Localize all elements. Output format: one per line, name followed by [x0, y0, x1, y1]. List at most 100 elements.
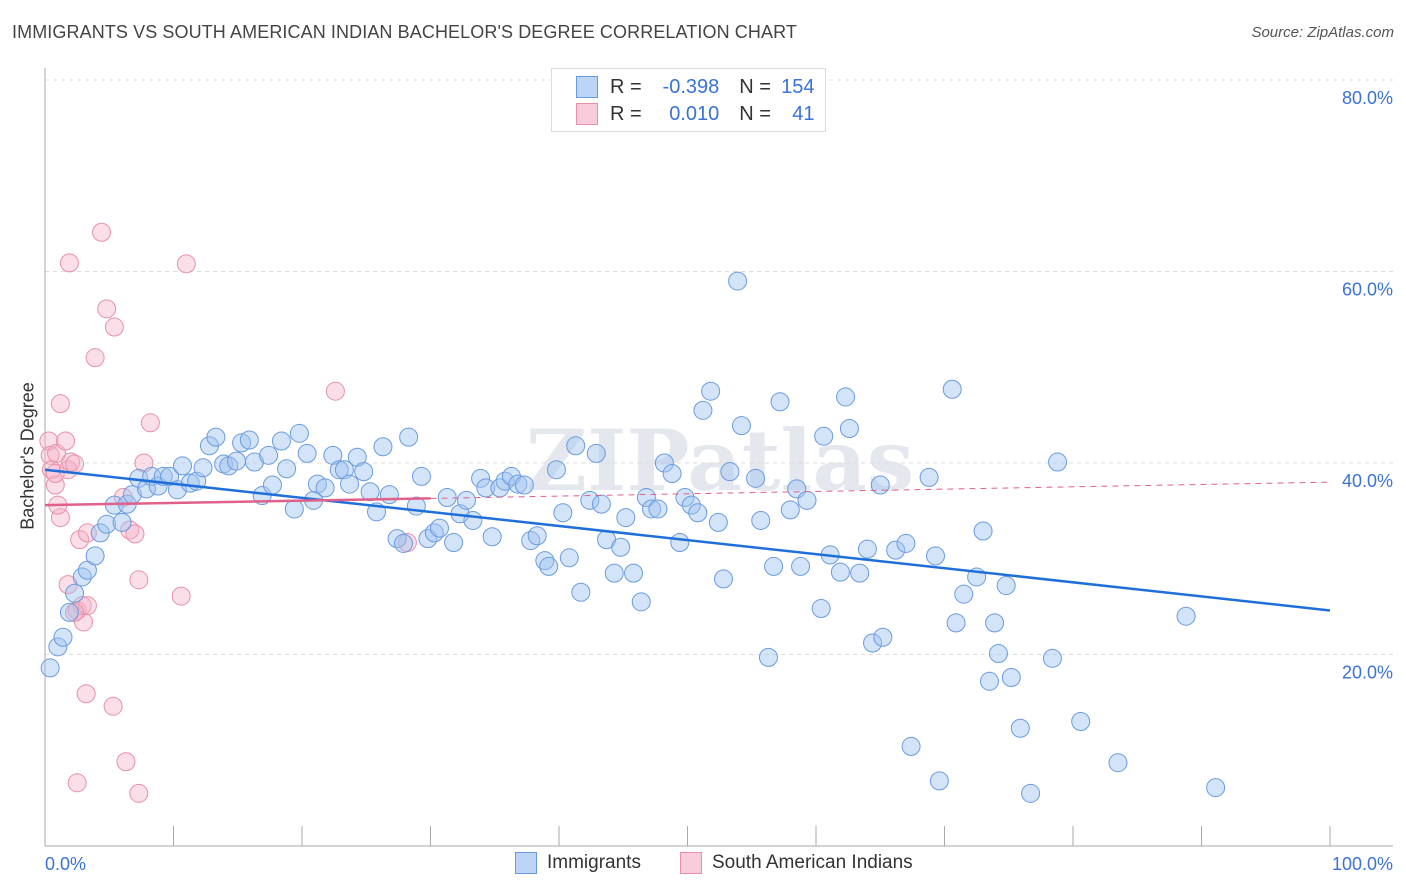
blue-point [412, 466, 432, 486]
blue-point [954, 584, 974, 604]
blue-point [751, 510, 771, 530]
blue-point [239, 430, 259, 450]
blue-point [708, 512, 728, 532]
legend-label: South American Indians [712, 852, 913, 873]
pink-point [97, 299, 117, 319]
pink-point [70, 530, 90, 550]
blue-point [193, 458, 213, 478]
blue-point [553, 503, 573, 523]
blue-point [985, 613, 1005, 633]
blue-point [688, 503, 708, 523]
blue-point [546, 460, 566, 480]
blue-point [919, 467, 939, 487]
blue-point [791, 556, 811, 576]
legend-n-label: N = [739, 75, 771, 98]
legend-r-value: 0.010 [669, 102, 720, 125]
blue-point [232, 433, 252, 453]
blue-point [713, 569, 733, 589]
pink-point [171, 586, 191, 606]
blue-point [988, 644, 1008, 664]
blue-point [379, 485, 399, 505]
blue-point [797, 490, 817, 510]
blue-point [942, 379, 962, 399]
pink-point [129, 570, 149, 590]
blue-point [262, 475, 282, 495]
pink-point [325, 381, 345, 401]
pink-point [45, 464, 65, 484]
blue-point [329, 460, 349, 480]
blue-point [811, 599, 831, 619]
blue-point [586, 443, 606, 463]
blue-point [244, 452, 264, 472]
blue-point [72, 567, 92, 587]
blue-point [839, 419, 859, 439]
x-tick-label: 100.0% [1332, 854, 1393, 874]
legend-label: Immigrants [547, 852, 641, 873]
legend-swatch-pink [576, 103, 598, 125]
blue-point [65, 583, 85, 603]
blue-point [996, 576, 1016, 596]
blue-point [616, 508, 636, 528]
blue-point [559, 548, 579, 568]
pink-point [104, 317, 124, 337]
blue-point [277, 459, 297, 479]
blue-point [770, 392, 790, 412]
blue-point [508, 474, 528, 494]
pink-point [65, 602, 85, 622]
blue-point [857, 539, 877, 559]
blue-point [731, 416, 751, 436]
blue-point [746, 468, 766, 488]
y-axis-label: Bachelor's Degree [17, 382, 38, 530]
x-tick-label: 0.0% [45, 854, 86, 874]
blue-point [97, 514, 117, 534]
blue-point [896, 533, 916, 553]
blue-point [347, 447, 367, 467]
blue-point [476, 478, 496, 498]
south-american-indians-trend-line [44, 497, 431, 507]
blue-point [284, 499, 304, 519]
blue-point [259, 445, 279, 465]
blue-point [604, 563, 624, 583]
source-label: Source: ZipAtlas.com [1251, 24, 1394, 41]
legend-swatch-pink [680, 852, 702, 874]
south-american-indians-trend-extension [430, 481, 1331, 499]
pink-point [50, 508, 70, 528]
blue-point [429, 518, 449, 538]
blue-point [85, 546, 105, 566]
blue-point [870, 475, 890, 495]
y-tick-label: 80.0% [1342, 88, 1393, 108]
blue-point [670, 532, 690, 552]
blue-point [591, 494, 611, 514]
y-tick-label: 20.0% [1342, 663, 1393, 683]
y-tick-label: 60.0% [1342, 280, 1393, 300]
blue-point [728, 271, 748, 291]
blue-point [48, 637, 68, 657]
blue-point [850, 563, 870, 583]
pink-point [116, 752, 136, 772]
blue-point [830, 562, 850, 582]
blue-point [780, 500, 800, 520]
blue-point [315, 478, 335, 498]
pink-point [129, 783, 149, 803]
blue-point [1206, 778, 1226, 798]
pink-point [56, 431, 76, 451]
blue-point [463, 510, 483, 530]
blue-point [758, 647, 778, 667]
blue-point [863, 633, 883, 653]
blue-point [1108, 753, 1128, 773]
blue-point [571, 582, 591, 602]
legend-r-value: -0.398 [662, 75, 720, 98]
pink-point [59, 253, 79, 273]
blue-point [654, 453, 674, 473]
blue-point [514, 475, 534, 495]
blue-point [539, 556, 559, 576]
legend-r-label: R = [610, 102, 642, 125]
blue-point [693, 400, 713, 420]
blue-point [675, 487, 695, 507]
blue-point [1042, 648, 1062, 668]
blue-point [172, 456, 192, 476]
blue-point [527, 526, 547, 546]
bottom-legend-immigrants: Immigrants [515, 852, 641, 874]
blue-point [59, 602, 79, 622]
